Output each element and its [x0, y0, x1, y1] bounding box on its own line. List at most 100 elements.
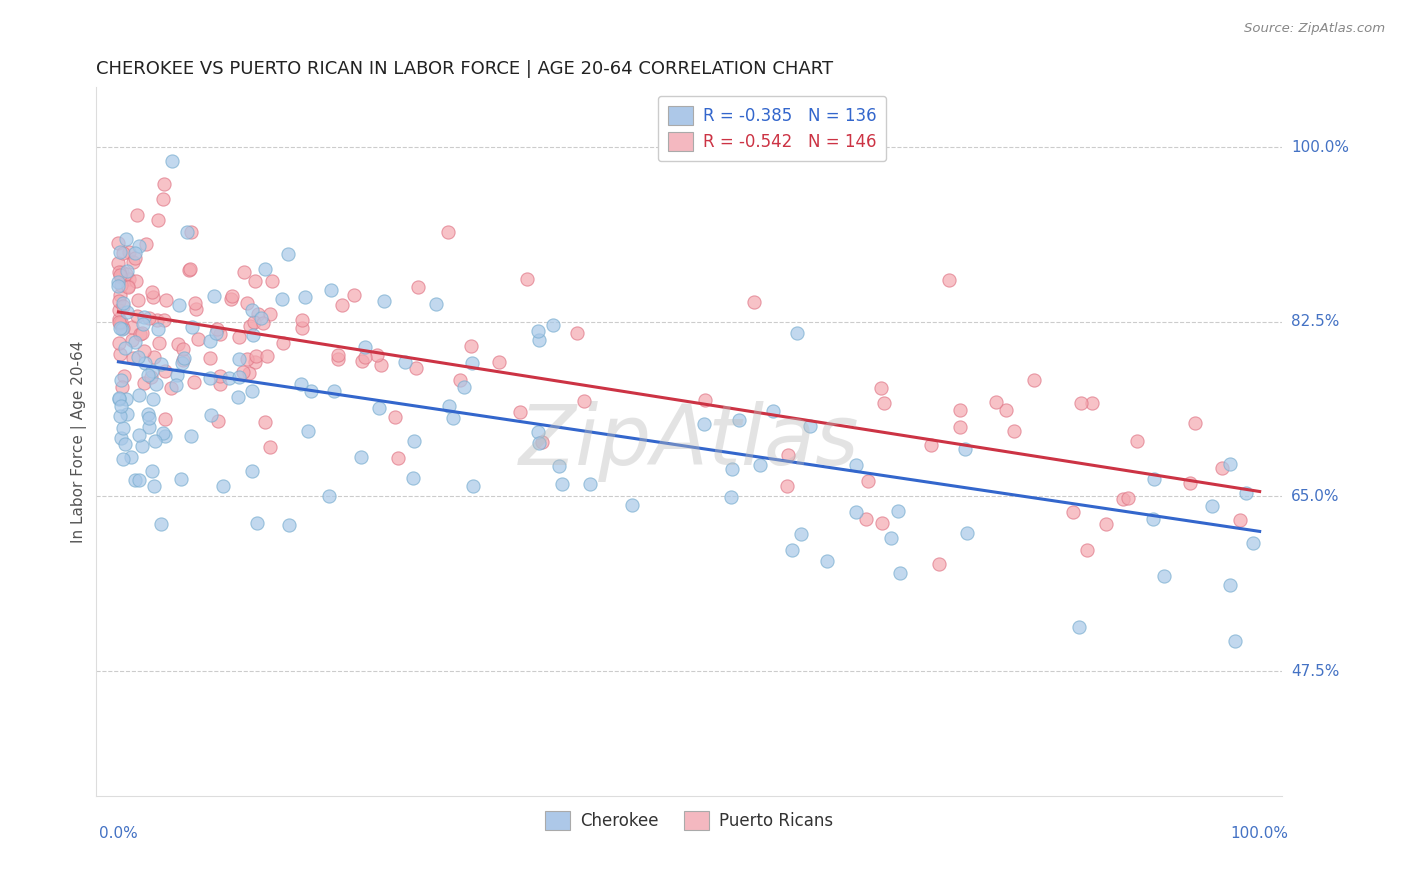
Point — [742, 295, 765, 310]
Point — [107, 275, 129, 289]
Point — [273, 335, 295, 350]
Point — [565, 326, 588, 340]
Point — [208, 368, 231, 383]
Point — [212, 479, 235, 493]
Point — [146, 312, 169, 326]
Point — [128, 238, 150, 252]
Point — [872, 516, 894, 530]
Point — [132, 310, 155, 324]
Point — [1070, 396, 1092, 410]
Point — [110, 268, 132, 282]
Point — [1223, 634, 1246, 648]
Point — [695, 393, 717, 408]
Point — [250, 311, 273, 326]
Point — [141, 464, 163, 478]
Point — [108, 347, 131, 361]
Point — [150, 517, 173, 532]
Point — [238, 366, 260, 380]
Point — [110, 432, 132, 446]
Point — [1178, 476, 1201, 491]
Point — [128, 428, 150, 442]
Point — [124, 474, 146, 488]
Point — [120, 450, 142, 465]
Point — [112, 368, 135, 383]
Point — [121, 334, 143, 348]
Point — [141, 285, 163, 299]
Point — [146, 213, 169, 227]
Point — [153, 177, 176, 191]
Point — [720, 490, 742, 504]
Point — [720, 462, 742, 476]
Point — [118, 245, 141, 260]
Point — [138, 420, 160, 434]
Point — [142, 290, 165, 304]
Legend: Cherokee, Puerto Ricans: Cherokee, Puerto Ricans — [538, 805, 839, 837]
Point — [132, 376, 155, 391]
Point — [207, 414, 229, 428]
Point — [205, 326, 228, 340]
Point — [815, 554, 838, 568]
Point — [889, 566, 911, 580]
Point — [208, 377, 231, 392]
Point — [139, 370, 162, 384]
Point — [114, 341, 136, 355]
Point — [110, 399, 132, 413]
Point — [142, 392, 165, 406]
Point — [277, 246, 299, 260]
Point — [136, 407, 159, 421]
Point — [111, 380, 134, 394]
Point — [1234, 485, 1257, 500]
Point — [107, 312, 129, 326]
Text: 65.0%: 65.0% — [1291, 489, 1340, 504]
Point — [125, 309, 148, 323]
Point — [299, 384, 322, 398]
Point — [551, 477, 574, 491]
Point — [994, 403, 1017, 417]
Point — [111, 322, 134, 336]
Point — [118, 272, 141, 286]
Point — [107, 255, 129, 269]
Point — [246, 516, 269, 530]
Point — [326, 352, 349, 367]
Point — [108, 265, 131, 279]
Point — [870, 381, 893, 395]
Point — [143, 479, 166, 493]
Point — [107, 294, 129, 309]
Point — [326, 348, 349, 362]
Point — [1211, 460, 1233, 475]
Point — [131, 439, 153, 453]
Point — [367, 401, 389, 415]
Point — [125, 274, 148, 288]
Point — [460, 339, 482, 353]
Point — [953, 442, 976, 457]
Point — [112, 295, 135, 310]
Point — [107, 391, 129, 405]
Point — [692, 417, 714, 431]
Point — [110, 269, 132, 284]
Point — [152, 426, 174, 441]
Point — [290, 376, 312, 391]
Point — [873, 396, 896, 410]
Point — [115, 304, 138, 318]
Point — [406, 280, 429, 294]
Point — [198, 370, 221, 384]
Point — [1219, 578, 1241, 592]
Point — [529, 436, 551, 450]
Point — [253, 262, 276, 277]
Point — [350, 450, 373, 465]
Point — [461, 479, 484, 493]
Text: 82.5%: 82.5% — [1291, 314, 1339, 329]
Point — [111, 321, 134, 335]
Point — [776, 479, 799, 493]
Point — [112, 246, 135, 260]
Point — [239, 318, 262, 333]
Point — [786, 326, 808, 340]
Point — [1143, 472, 1166, 486]
Point — [579, 476, 602, 491]
Point — [526, 325, 548, 339]
Point — [110, 287, 132, 301]
Point — [938, 273, 960, 287]
Point — [176, 225, 198, 239]
Point — [200, 408, 222, 422]
Point — [350, 354, 373, 368]
